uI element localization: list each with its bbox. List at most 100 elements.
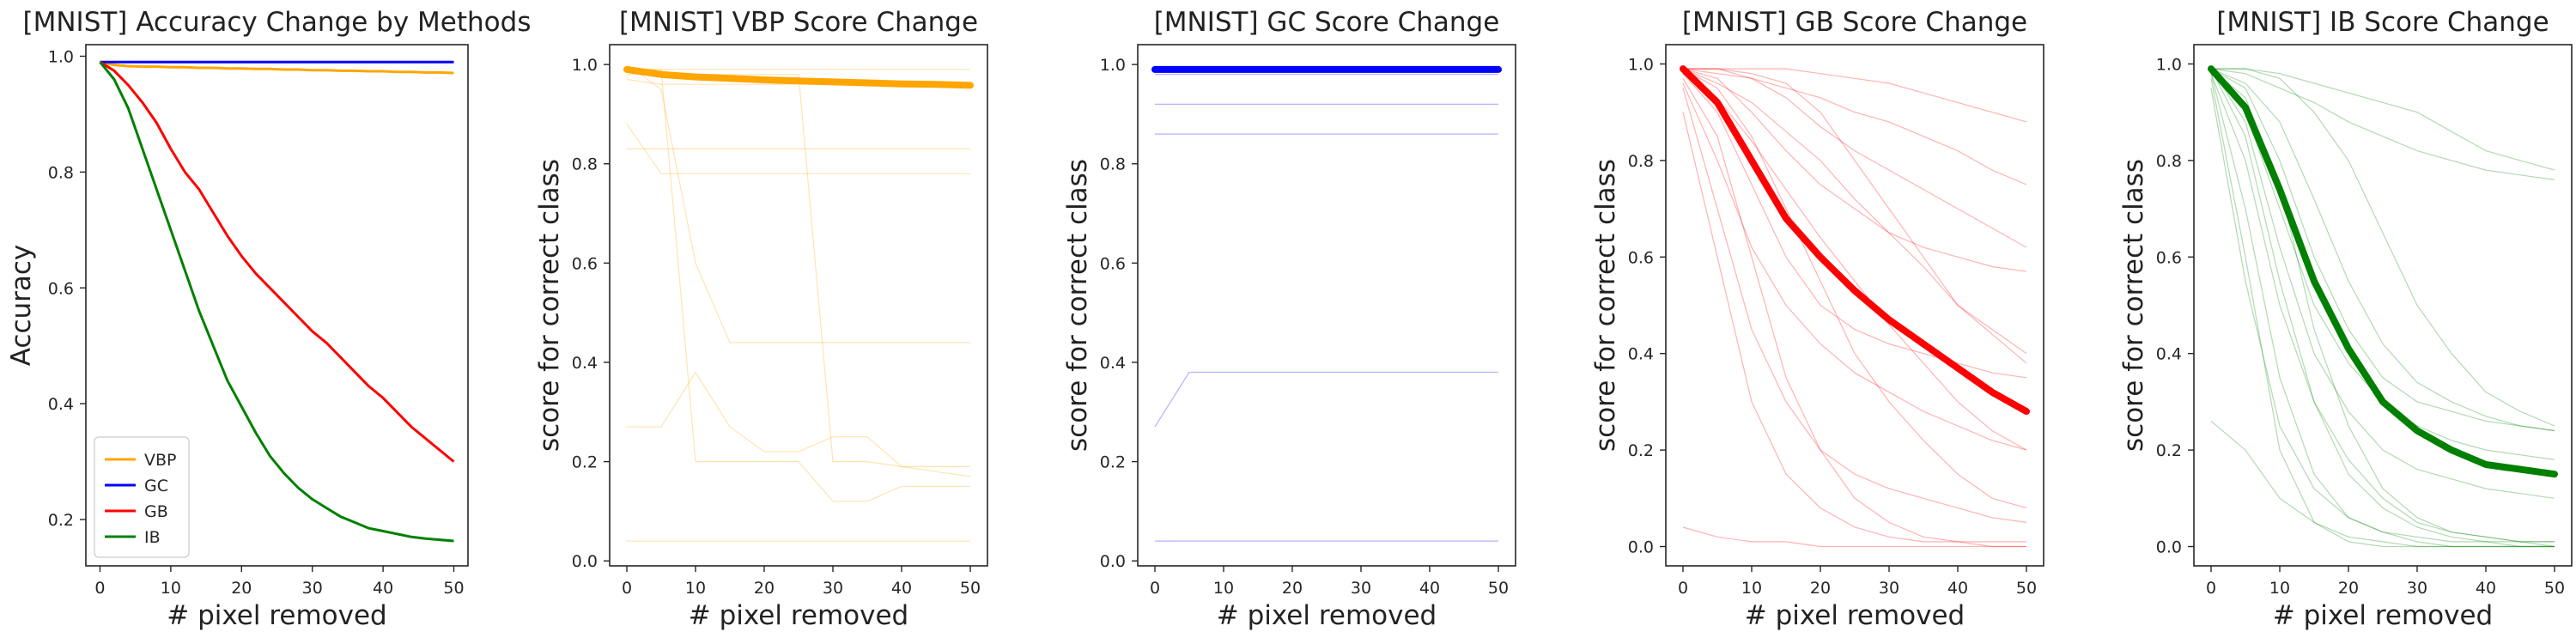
x-tick-label: 50 (2016, 579, 2037, 598)
legend: VBP GC GB IB (94, 436, 190, 558)
y-tick-label: 0.2 (572, 453, 598, 472)
y-tick-label: 1.0 (572, 56, 598, 75)
sample-line (1682, 88, 2027, 523)
sample-line (2211, 68, 2555, 427)
chart-panel-1: [MNIST] Accuracy Change by Methods 0 10 20 3… (6, 7, 531, 631)
x-tick-label: 30 (1351, 579, 1371, 598)
y-tick-label: 0.8 (1100, 155, 1126, 174)
mean-score-line (623, 65, 974, 89)
x-tick-label: 10 (1213, 579, 1234, 598)
sample-line (1682, 73, 2027, 379)
x-tick-label: 0 (2206, 579, 2216, 598)
x-axis-label: # pixel removed (1745, 600, 1965, 631)
legend-label-gb: GB (144, 502, 168, 521)
sample-line (627, 371, 971, 477)
x-tick-label: 0 (1678, 579, 1688, 598)
y-tick-label: 0.4 (2156, 345, 2182, 364)
axes-frame (2193, 44, 2573, 567)
sample-line (1154, 371, 1498, 428)
y-tick-label: 0.6 (48, 279, 74, 298)
axes-frame (85, 44, 469, 567)
x-tick-label: 20 (1810, 579, 1831, 598)
x-axis-label: # pixel removed (689, 600, 908, 631)
y-tick-label: 0.2 (48, 511, 74, 530)
sample-line (2211, 68, 2555, 171)
chart-panel-5: [MNIST] IB Score Change 0 10 20 30 40 50 0.0 0.2… (2118, 7, 2573, 631)
x-axis-label: # pixel removed (2273, 600, 2493, 631)
sample-line (1682, 68, 2027, 364)
x-tick-label: 40 (2476, 579, 2496, 598)
x-tick-label: 20 (1282, 579, 1303, 598)
legend-label-ib: IB (144, 528, 161, 547)
x-tick-label: 30 (823, 579, 843, 598)
x-tick-label: 40 (891, 579, 912, 598)
chart-panel-4: [MNIST] GB Score Change 0 10 20 30 40 50 0.0 0.2… (1590, 7, 2044, 631)
y-tick-label: 0.0 (1628, 538, 1654, 557)
y-tick-label: 0.6 (1628, 248, 1654, 267)
sample-line (2210, 68, 2555, 548)
y-tick-label: 0.8 (1628, 152, 1654, 171)
x-tick-label: 50 (2544, 579, 2565, 598)
sample-line (2210, 68, 2555, 432)
mean-score-line (1680, 65, 2030, 416)
mean-score-line (2208, 65, 2558, 478)
sample-line (2210, 88, 2555, 548)
series-line-gb (99, 60, 455, 463)
x-axis-label: # pixel removed (167, 600, 386, 631)
y-tick-label: 1.0 (2156, 55, 2182, 74)
x-tick-label: 0 (1150, 579, 1160, 598)
y-tick-label: 0.4 (1628, 345, 1654, 364)
y-tick-label: 0.6 (1100, 254, 1126, 273)
sample-line (2210, 78, 2555, 548)
x-tick-label: 20 (2338, 579, 2359, 598)
x-tick-label: 10 (2269, 579, 2290, 598)
y-tick-label: 1.0 (1100, 56, 1126, 75)
x-tick-label: 40 (373, 579, 393, 598)
x-tick-label: 0 (94, 579, 105, 598)
y-tick-label: 0.4 (1100, 354, 1126, 373)
sample-line (1682, 77, 2026, 543)
plot-area (1680, 65, 2030, 548)
chart-panel-2: [MNIST] VBP Score Change 0 10 20 30 40 50 0.0 0.… (534, 7, 988, 631)
panel-title: [MNIST] VBP Score Change (619, 7, 978, 38)
legend-label-vbp: VBP (144, 451, 177, 470)
sample-line (1682, 112, 2026, 548)
legend-label-gc: GC (144, 477, 168, 495)
y-tick-label: 0.4 (572, 354, 598, 373)
y-axis-label: score for correct class (1590, 159, 1621, 452)
sample-line (626, 124, 970, 174)
sample-line (2210, 68, 2555, 180)
y-axis-label: Accuracy (6, 245, 37, 367)
y-tick-label: 0.2 (1100, 453, 1126, 472)
sample-line (2210, 68, 2555, 499)
legend-box (94, 436, 190, 558)
series-line-vbp (100, 60, 454, 75)
sample-line (2210, 73, 2555, 548)
series-line-ib (99, 61, 454, 543)
panel-title: [MNIST] GC Score Change (1154, 7, 1500, 38)
x-axis-label: # pixel removed (1217, 600, 1437, 631)
y-tick-label: 0.2 (1628, 441, 1654, 460)
sample-line (1682, 73, 2027, 451)
sample-line (2210, 420, 2555, 548)
x-tick-label: 30 (2407, 579, 2427, 598)
y-tick-label: 0.6 (2156, 248, 2182, 267)
chart-panel-3: [MNIST] GC Score Change 0 10 20 30 40 50 0.0 0.2… (1062, 7, 1516, 631)
y-tick-label: 0.6 (572, 254, 598, 273)
y-tick-label: 0.8 (48, 163, 74, 182)
x-tick-label: 10 (1741, 579, 1762, 598)
sample-line (627, 69, 970, 502)
x-tick-label: 20 (231, 579, 252, 598)
y-axis-label: score for correct class (2118, 159, 2149, 452)
x-tick-label: 10 (685, 579, 706, 598)
sample-line (1682, 68, 2027, 185)
y-tick-label: 0.4 (48, 395, 74, 414)
x-tick-label: 10 (161, 579, 181, 598)
x-tick-label: 40 (1947, 579, 1968, 598)
panel-title: [MNIST] Accuracy Change by Methods (23, 7, 532, 38)
sample-line (2210, 73, 2555, 543)
y-tick-label: 0.0 (2156, 538, 2182, 557)
y-tick-label: 0.0 (1100, 552, 1126, 571)
sample-line (1682, 68, 2027, 272)
